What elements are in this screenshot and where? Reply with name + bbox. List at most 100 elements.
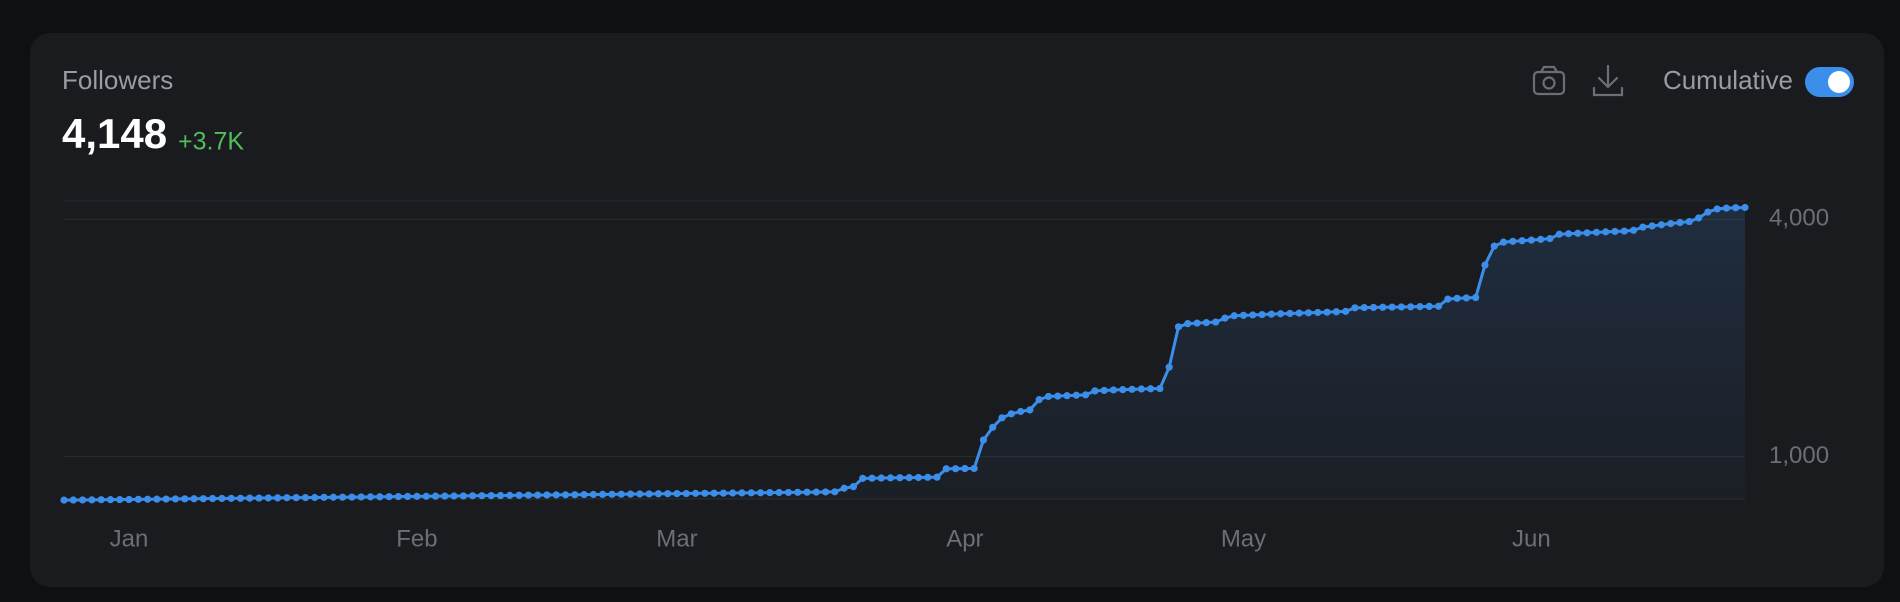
point	[710, 489, 718, 497]
point	[357, 493, 365, 501]
x-tick-label: Jun	[1512, 525, 1551, 552]
x-tick-label: May	[1221, 525, 1266, 552]
point	[1239, 311, 1248, 319]
point	[450, 492, 458, 500]
point	[645, 490, 653, 498]
point	[348, 493, 356, 501]
point	[664, 490, 672, 498]
point	[162, 495, 170, 503]
point	[589, 490, 597, 499]
point	[376, 493, 384, 501]
point	[1499, 238, 1508, 246]
point	[738, 489, 746, 497]
point	[1156, 384, 1164, 393]
point	[534, 491, 542, 499]
point	[385, 493, 393, 501]
point	[283, 494, 291, 502]
point	[208, 494, 217, 503]
point	[626, 490, 635, 498]
point	[422, 492, 430, 500]
point	[1444, 295, 1452, 303]
point	[1230, 312, 1238, 320]
point	[1035, 396, 1043, 404]
point	[914, 473, 923, 482]
point	[1109, 386, 1118, 394]
point	[1379, 303, 1387, 311]
point	[756, 489, 765, 497]
point	[515, 491, 523, 499]
point	[1277, 310, 1285, 318]
x-tick-label: Feb	[396, 525, 437, 552]
point	[1314, 308, 1322, 317]
point	[599, 490, 607, 499]
point	[784, 488, 793, 497]
camera-button[interactable]	[1532, 65, 1566, 96]
point	[1249, 311, 1257, 319]
point	[60, 496, 68, 504]
point	[1481, 261, 1489, 269]
cumulative-toggle[interactable]	[1805, 67, 1854, 97]
point	[1509, 237, 1517, 245]
toggle-label: Cumulative	[1663, 65, 1793, 95]
point	[1304, 309, 1313, 317]
point	[301, 493, 310, 502]
point	[654, 490, 662, 498]
point	[1388, 303, 1396, 311]
point	[543, 491, 551, 499]
download-button[interactable]	[1592, 64, 1624, 97]
point	[199, 495, 207, 503]
point	[394, 492, 402, 501]
point	[979, 436, 988, 444]
chart-title: Followers	[62, 65, 173, 95]
point	[1100, 386, 1108, 395]
point	[608, 490, 616, 498]
point	[821, 488, 830, 496]
point	[933, 473, 941, 481]
point	[1323, 308, 1331, 316]
point	[729, 489, 737, 497]
point	[116, 495, 124, 504]
point	[143, 495, 152, 503]
point	[1462, 294, 1470, 302]
point	[1369, 303, 1378, 312]
point	[1267, 310, 1275, 318]
point	[1342, 307, 1350, 315]
point	[1676, 218, 1684, 227]
point	[1063, 392, 1071, 400]
point	[1602, 228, 1610, 236]
point	[840, 484, 848, 492]
point	[171, 495, 180, 503]
point	[1258, 310, 1266, 319]
point	[961, 464, 969, 473]
point	[636, 490, 644, 498]
point	[1583, 229, 1591, 237]
point	[1174, 323, 1183, 331]
point	[1620, 227, 1628, 235]
point	[431, 492, 440, 500]
point	[571, 491, 579, 499]
point	[190, 495, 198, 503]
point	[1434, 302, 1443, 310]
point	[153, 495, 161, 503]
point	[1332, 308, 1340, 316]
point	[1713, 205, 1721, 213]
point	[1648, 222, 1656, 230]
point	[441, 492, 449, 500]
point	[292, 494, 300, 502]
point	[1193, 319, 1201, 327]
point	[1629, 226, 1638, 234]
point	[701, 489, 709, 497]
point	[617, 490, 625, 498]
point	[1202, 318, 1210, 327]
point	[1592, 228, 1601, 236]
point	[1722, 204, 1731, 212]
point	[1574, 229, 1582, 237]
x-tick-label: Mar	[656, 525, 697, 552]
point	[1165, 363, 1173, 371]
point	[896, 474, 904, 482]
point	[1407, 303, 1415, 311]
point	[859, 474, 867, 482]
point	[366, 493, 375, 501]
change-value: +3.7K	[178, 128, 244, 156]
